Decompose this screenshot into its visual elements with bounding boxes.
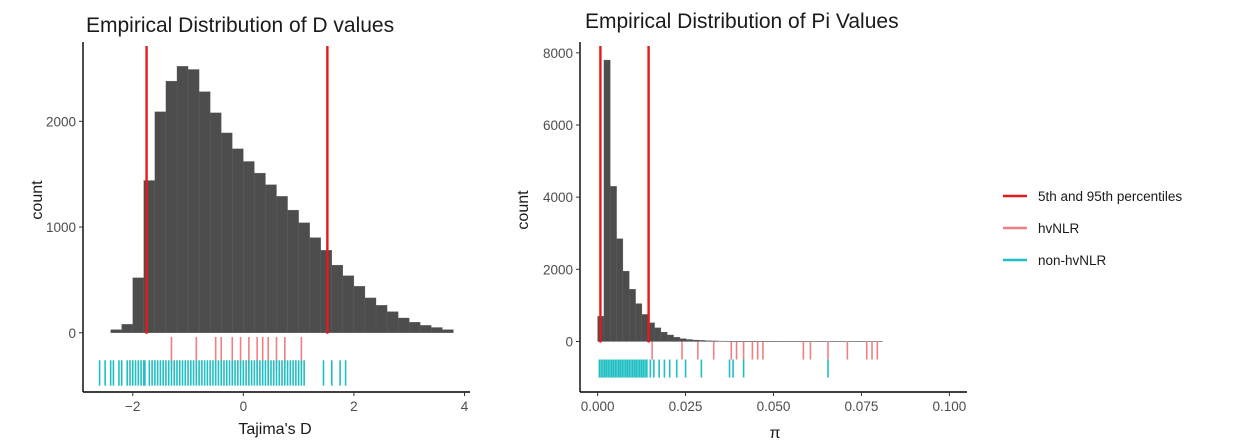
x-tick-label: 0.075 bbox=[845, 399, 879, 414]
histogram-bar bbox=[692, 339, 700, 342]
histogram-bar bbox=[635, 303, 643, 342]
histogram-bar bbox=[187, 69, 200, 333]
histogram-bar bbox=[616, 238, 624, 342]
histogram-bar bbox=[221, 132, 233, 333]
percentile-lines-pi bbox=[599, 46, 650, 343]
histogram-bar bbox=[276, 196, 288, 333]
histogram-bar bbox=[660, 331, 668, 342]
histogram-bar bbox=[364, 297, 377, 333]
histogram-bar bbox=[176, 66, 189, 333]
x-tick-label: 0.000 bbox=[581, 399, 615, 414]
y-tick-label: 2000 bbox=[46, 114, 76, 129]
histogram-bar bbox=[342, 275, 355, 333]
histogram-bar bbox=[673, 337, 681, 342]
histogram-bar bbox=[210, 112, 222, 333]
panel-pi-values: Empirical Distribution of Pi Values 0.00… bbox=[515, 10, 967, 442]
y-tick-label: 6000 bbox=[543, 118, 573, 133]
histogram-bar bbox=[198, 91, 211, 333]
histogram-bar bbox=[629, 289, 636, 342]
histogram-bar bbox=[442, 329, 454, 333]
histogram-bar bbox=[705, 340, 712, 342]
histogram-bar bbox=[431, 327, 443, 333]
histogram-bar bbox=[386, 311, 399, 333]
histogram-bar bbox=[641, 314, 649, 342]
histogram-bar bbox=[698, 340, 706, 342]
panel-d-values: Empirical Distribution of D values −2 0 2 4… bbox=[29, 14, 470, 438]
legend-label-percentile: 5th and 95th percentiles bbox=[1038, 189, 1182, 204]
histogram-bar bbox=[610, 186, 617, 342]
x-tick-label: 2 bbox=[350, 399, 358, 414]
histogram-bar bbox=[711, 340, 719, 342]
histogram-bar bbox=[165, 80, 178, 333]
x-tick-label: 0 bbox=[240, 399, 248, 414]
histogram-bar bbox=[132, 277, 144, 333]
y-axis-label-pi: count bbox=[515, 190, 532, 230]
rug-non-hvNLR-d bbox=[98, 360, 347, 386]
chart-title-pi: Empirical Distribution of Pi Values bbox=[585, 10, 899, 33]
histogram-bar bbox=[232, 148, 244, 333]
x-axis-label-d: Tajima's D bbox=[238, 421, 311, 438]
axes-d: −2 0 2 4 0 1000 2000 bbox=[46, 42, 470, 414]
histogram-bar bbox=[409, 322, 421, 333]
legend-label-non-hvNLR: non-hvNLR bbox=[1038, 253, 1107, 268]
histogram-bar bbox=[397, 317, 410, 333]
y-axis-label-d: count bbox=[29, 180, 46, 220]
y-tick-label: 0 bbox=[68, 326, 76, 341]
histogram-bar bbox=[154, 111, 167, 333]
axes-pi: 0.000 0.025 0.050 0.075 0.100 0 2000 4000 6000 80… bbox=[543, 42, 967, 414]
histogram-bar bbox=[243, 161, 255, 333]
y-tick-label: 1000 bbox=[46, 220, 76, 235]
y-tick-label: 4000 bbox=[543, 190, 573, 205]
x-axis-label-pi: π bbox=[769, 425, 780, 442]
histogram-bar bbox=[287, 209, 299, 333]
histogram-bar bbox=[603, 59, 611, 342]
histogram-bar bbox=[654, 327, 662, 342]
x-tick-label: 0.025 bbox=[669, 399, 703, 414]
percentile-lines-d bbox=[145, 46, 329, 334]
x-tick-label: 0.050 bbox=[757, 399, 791, 414]
histogram-bar bbox=[121, 324, 133, 333]
legend-label-hvNLR: hvNLR bbox=[1038, 221, 1080, 236]
histogram-bar bbox=[420, 325, 432, 333]
histogram-bars-pi bbox=[597, 59, 883, 342]
histogram-bar bbox=[679, 338, 687, 342]
histogram-bar bbox=[686, 339, 693, 342]
y-tick-label: 2000 bbox=[543, 262, 573, 277]
legend: 5th and 95th percentiles hvNLR non-hvNLR bbox=[1003, 189, 1182, 268]
x-tick-label: 0.100 bbox=[933, 399, 967, 414]
histogram-bar bbox=[667, 334, 674, 342]
histogram-bar bbox=[622, 270, 630, 342]
rug-hvNLR-pi bbox=[651, 341, 879, 360]
rug-non-hvNLR-pi bbox=[598, 359, 829, 378]
histogram-bar bbox=[110, 329, 122, 333]
histogram-bar bbox=[375, 305, 388, 333]
histogram-bar bbox=[353, 286, 366, 333]
x-tick-label: −2 bbox=[125, 399, 140, 414]
histogram-bar bbox=[331, 264, 343, 333]
y-tick-label: 8000 bbox=[543, 46, 573, 61]
histogram-bars-d bbox=[110, 66, 454, 333]
histogram-bar bbox=[298, 222, 310, 333]
histogram-bar bbox=[254, 172, 266, 333]
histogram-bar bbox=[265, 184, 277, 333]
x-tick-label: 4 bbox=[461, 399, 469, 414]
chart-title-d: Empirical Distribution of D values bbox=[86, 14, 394, 37]
y-tick-label: 0 bbox=[565, 334, 573, 349]
histogram-bar bbox=[309, 237, 321, 333]
